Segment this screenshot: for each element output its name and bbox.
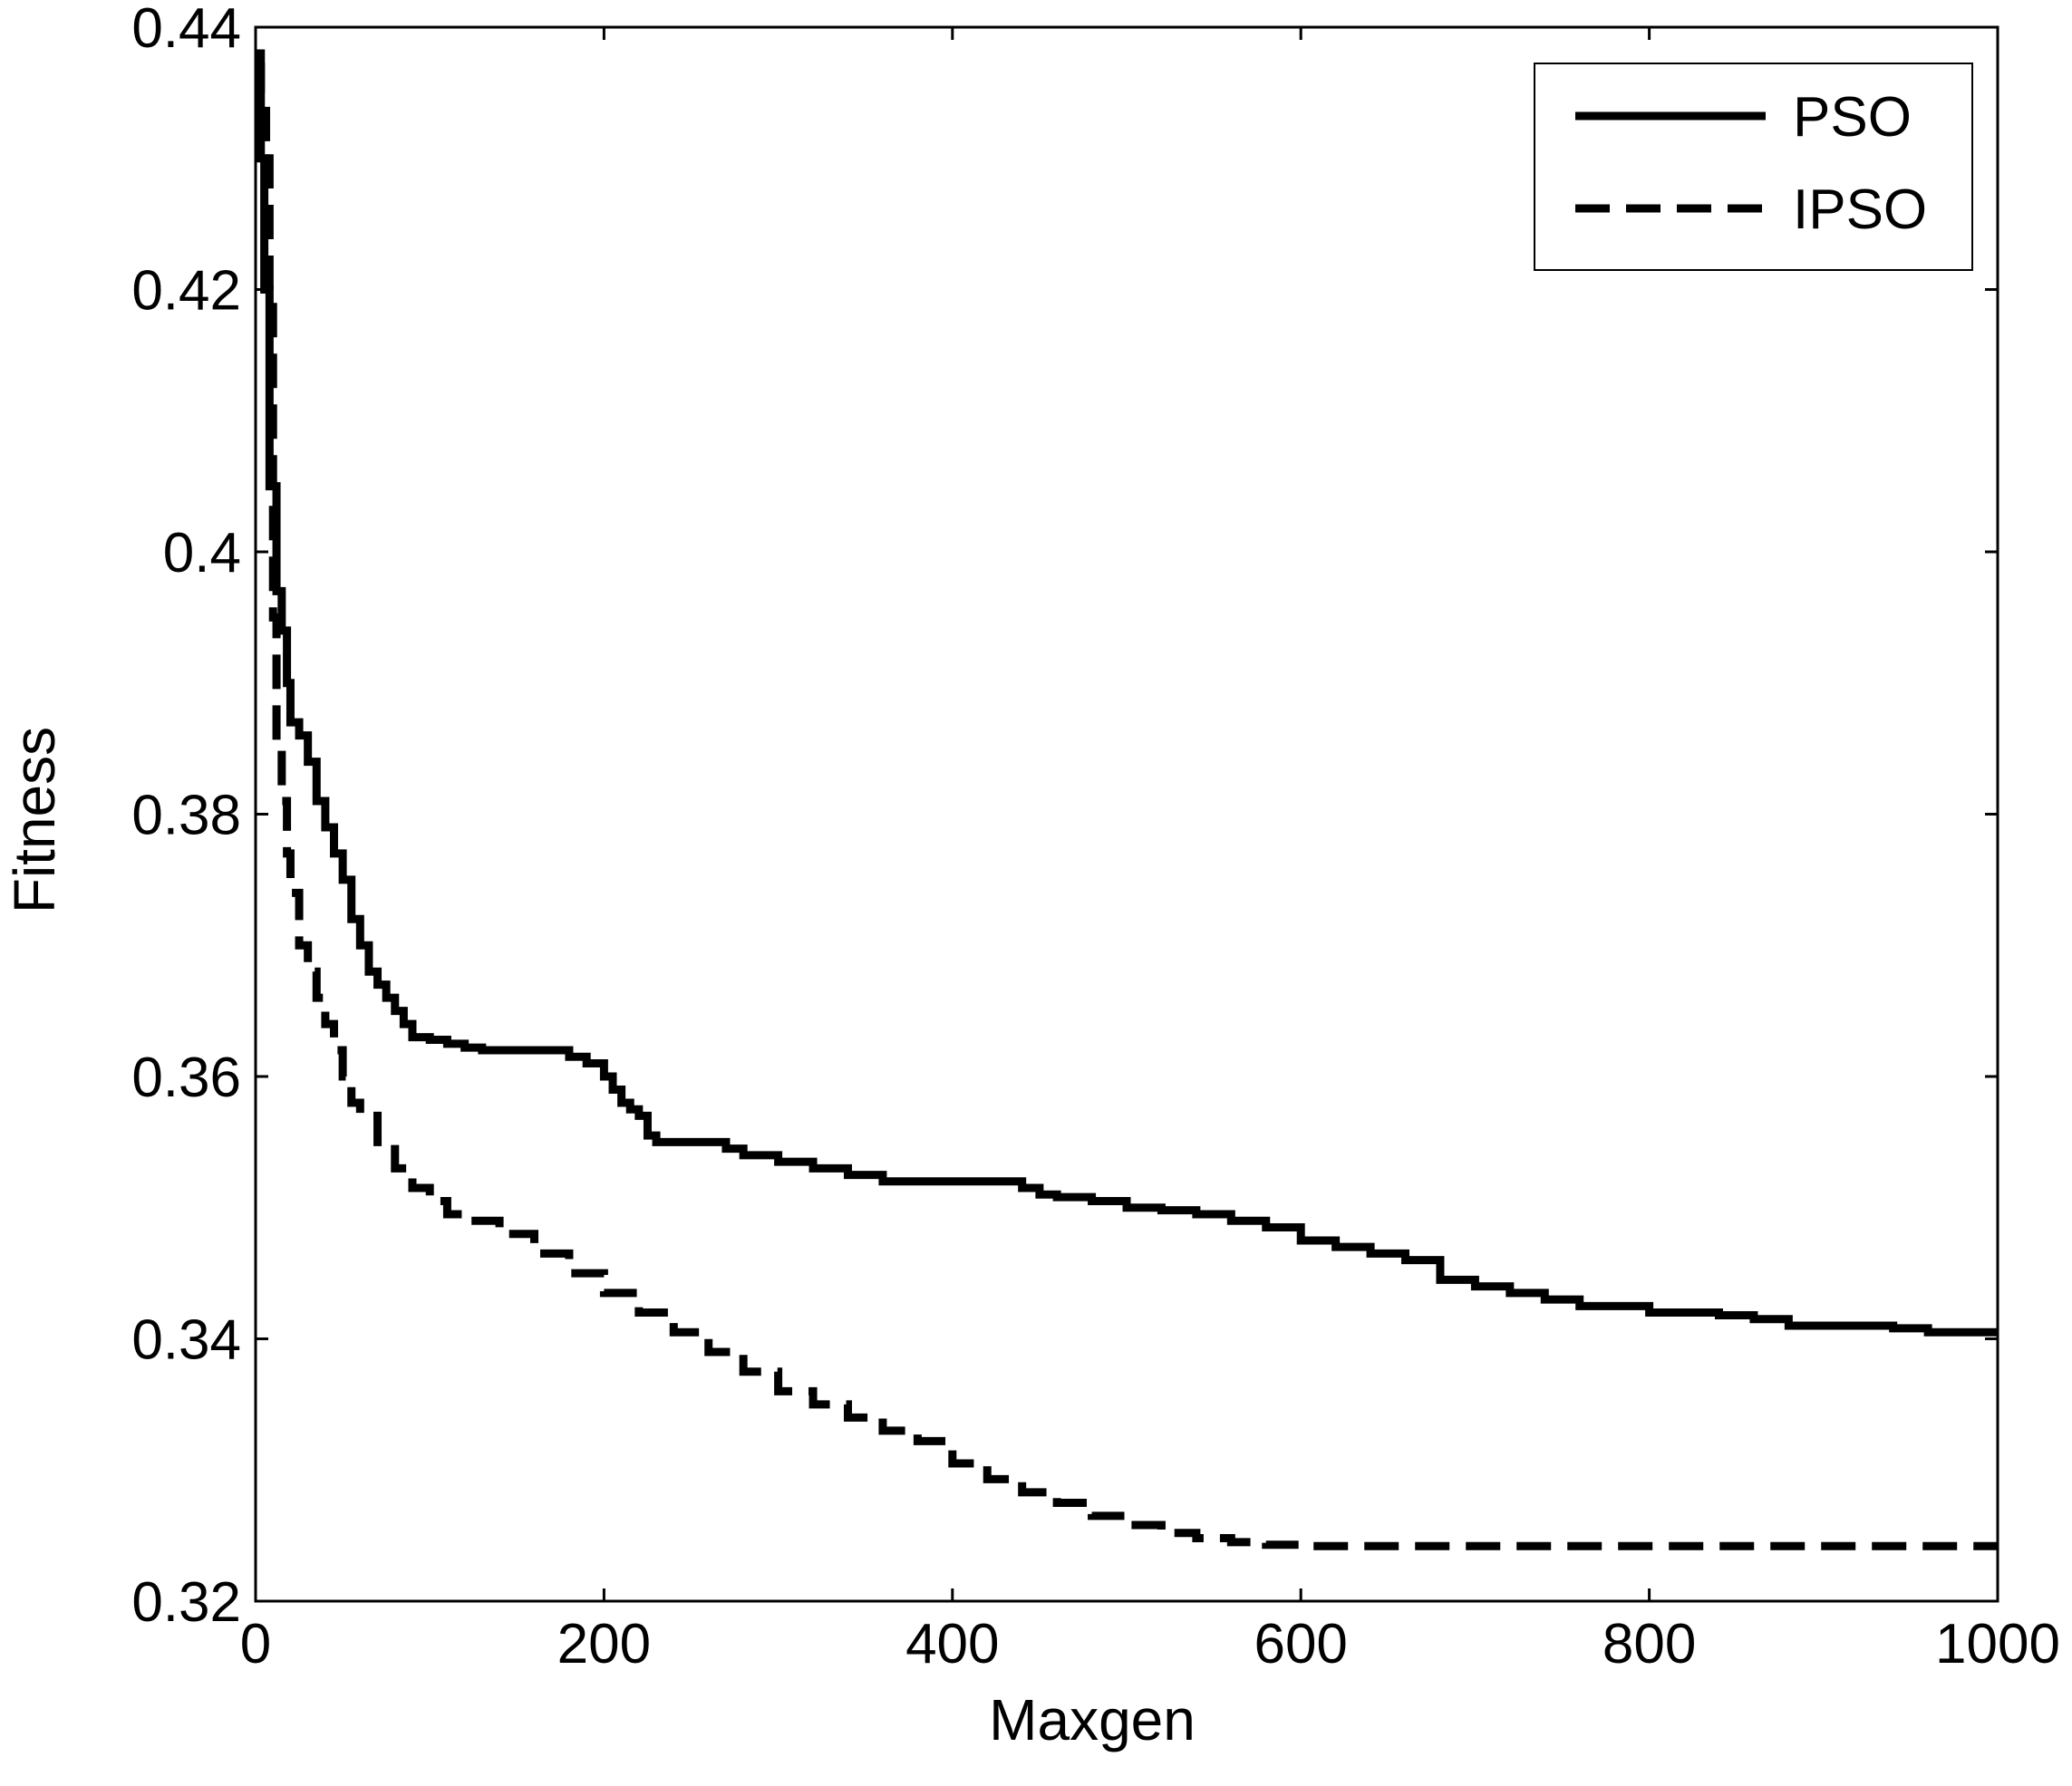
x-tick-label: 1000: [1935, 1613, 2060, 1675]
x-tick-label: 200: [557, 1613, 651, 1675]
y-tick-label: 0.34: [131, 1309, 241, 1372]
x-tick-label: 600: [1254, 1613, 1347, 1675]
x-tick-label: 800: [1602, 1613, 1696, 1675]
y-tick-label: 0.38: [131, 785, 241, 847]
x-tick-label: 0: [240, 1613, 271, 1675]
series-line-ipso: [256, 62, 1998, 1550]
series-layer: [256, 49, 1998, 1550]
axis-ticks: 0 200 400 600 800 1000 0.32 0.34 0.36 0.38 0.4 0.42…: [131, 0, 2060, 1675]
legend-label-ipso: IPSO: [1793, 179, 1927, 241]
series-line-pso: [256, 49, 1998, 1337]
legend: PSO IPSO: [1534, 63, 1973, 271]
y-tick-label: 0.36: [131, 1047, 241, 1109]
legend-box: [1534, 63, 1973, 271]
y-tick-label: 0.42: [131, 260, 241, 323]
x-axis-label: Maxgen: [989, 1687, 1196, 1752]
x-tick-label: 400: [905, 1613, 999, 1675]
legend-label-pso: PSO: [1793, 86, 1912, 149]
y-tick-label: 0.4: [163, 522, 241, 584]
y-axis-label: Fitness: [2, 727, 67, 913]
y-tick-label: 0.44: [131, 0, 241, 60]
y-tick-label: 0.32: [131, 1571, 241, 1634]
